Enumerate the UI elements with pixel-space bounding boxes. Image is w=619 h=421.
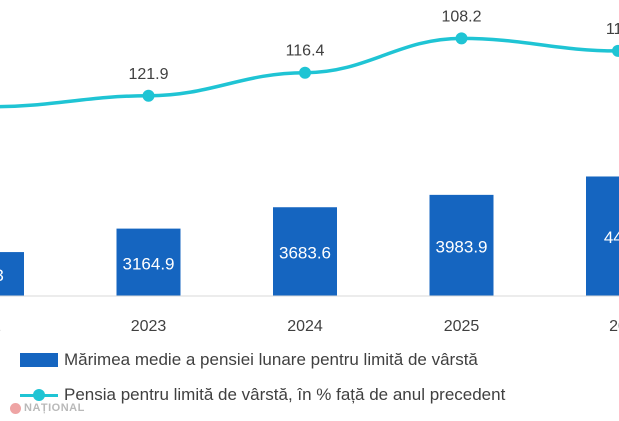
line-point-2023 — [142, 89, 155, 102]
legend-item-line[interactable]: Pensia pentru limită de vârstă, în % faț… — [20, 382, 505, 408]
x-tick-2022: 22 — [0, 318, 1, 335]
bars-layer — [0, 176, 619, 296]
bar-label-2024: 3683.6 — [279, 244, 331, 263]
legend-bar-label: Mărimea medie a pensiei lunare pentru li… — [64, 350, 478, 369]
x-tick-2026: 20 — [609, 318, 619, 335]
line-point-2026 — [612, 44, 619, 57]
bar-2023 — [116, 228, 181, 296]
line-label-2026: 111 — [606, 21, 619, 38]
line-point-2024 — [299, 66, 311, 79]
legend-item-bar[interactable]: Mărimea medie a pensiei lunare pentru li… — [20, 347, 478, 373]
x-tick-2024: 2024 — [287, 318, 323, 335]
bar-2022 — [0, 252, 24, 296]
bar-label-2022: 5.3 — [0, 266, 4, 285]
legend-line-swatch — [20, 388, 58, 402]
bar-label-2026: 443 — [604, 228, 619, 247]
legend-line-label: Pensia pentru limită de vârstă, în % faț… — [64, 385, 506, 404]
line-label-2024: 116.4 — [286, 43, 325, 60]
x-tick-2025: 2025 — [444, 318, 480, 335]
watermark-text: NAȚIONAL — [24, 402, 85, 414]
bar-2026 — [586, 176, 619, 296]
x-tick-2023: 2023 — [131, 318, 167, 335]
line-layer — [0, 32, 619, 109]
line-label-2025: 108.2 — [441, 8, 481, 25]
bar-label-2025: 3983.9 — [436, 237, 488, 256]
line-point-2025 — [455, 32, 468, 45]
bar-label-2023: 3164.9 — [123, 254, 175, 273]
line-label-2023: 121.9 — [128, 66, 168, 83]
bar-2025 — [429, 194, 494, 296]
watermark-logo: NAȚIONAL — [10, 400, 85, 416]
watermark-dot-icon — [10, 402, 21, 414]
x-tick-labels: 22 2023 2024 2025 20 — [0, 318, 619, 335]
bar-2024 — [273, 207, 337, 296]
legend-bar-swatch — [20, 353, 58, 367]
bar-labels-layer: 5.3 3164.9 3683.6 3983.9 443 — [0, 228, 619, 285]
